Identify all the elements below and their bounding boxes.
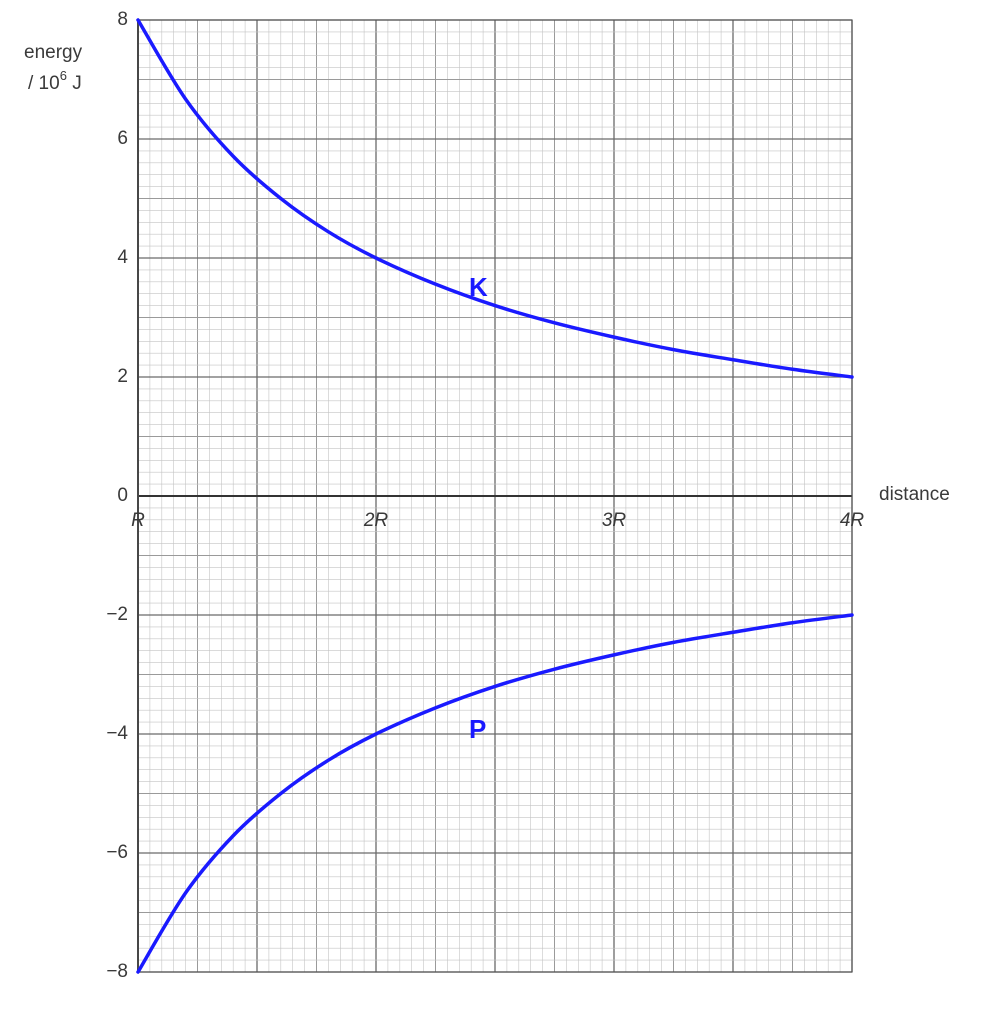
y-tick-label: −4 xyxy=(106,723,128,744)
y-axis-unit-prefix: / 10 xyxy=(28,73,60,94)
x-tick-label: 3R xyxy=(602,510,627,531)
y-axis-unit-exponent: 6 xyxy=(60,68,67,83)
series-label-p: P xyxy=(469,714,486,744)
axes xyxy=(137,19,853,973)
y-axis-unit-suffix: J xyxy=(67,73,82,94)
y-tick-label: 0 xyxy=(117,485,128,506)
y-tick-label: 4 xyxy=(117,247,128,268)
series-label-k: K xyxy=(469,272,488,302)
x-axis-label: distance xyxy=(879,484,950,505)
y-tick-label: −6 xyxy=(106,842,128,863)
y-tick-label: −2 xyxy=(106,604,128,625)
tick-labels: 8 6 4 2 0 −2 −4 −6 −8 R 2R 3R 4R xyxy=(106,9,864,982)
series-line-p xyxy=(136,613,854,974)
x-tick-label: 4R xyxy=(840,510,865,531)
y-tick-label: −8 xyxy=(106,961,128,982)
data-curves xyxy=(136,18,854,974)
plot-border xyxy=(137,19,853,973)
y-axis-label-unit: / 106 J xyxy=(28,68,82,94)
y-tick-label: 8 xyxy=(117,9,128,30)
x-tick-label: R xyxy=(131,510,145,531)
y-tick-label: 2 xyxy=(117,366,128,387)
series-line-k xyxy=(136,18,854,379)
x-tick-label: 2R xyxy=(363,510,389,531)
y-axis-label-line1: energy xyxy=(24,42,83,63)
y-tick-label: 6 xyxy=(117,128,128,149)
